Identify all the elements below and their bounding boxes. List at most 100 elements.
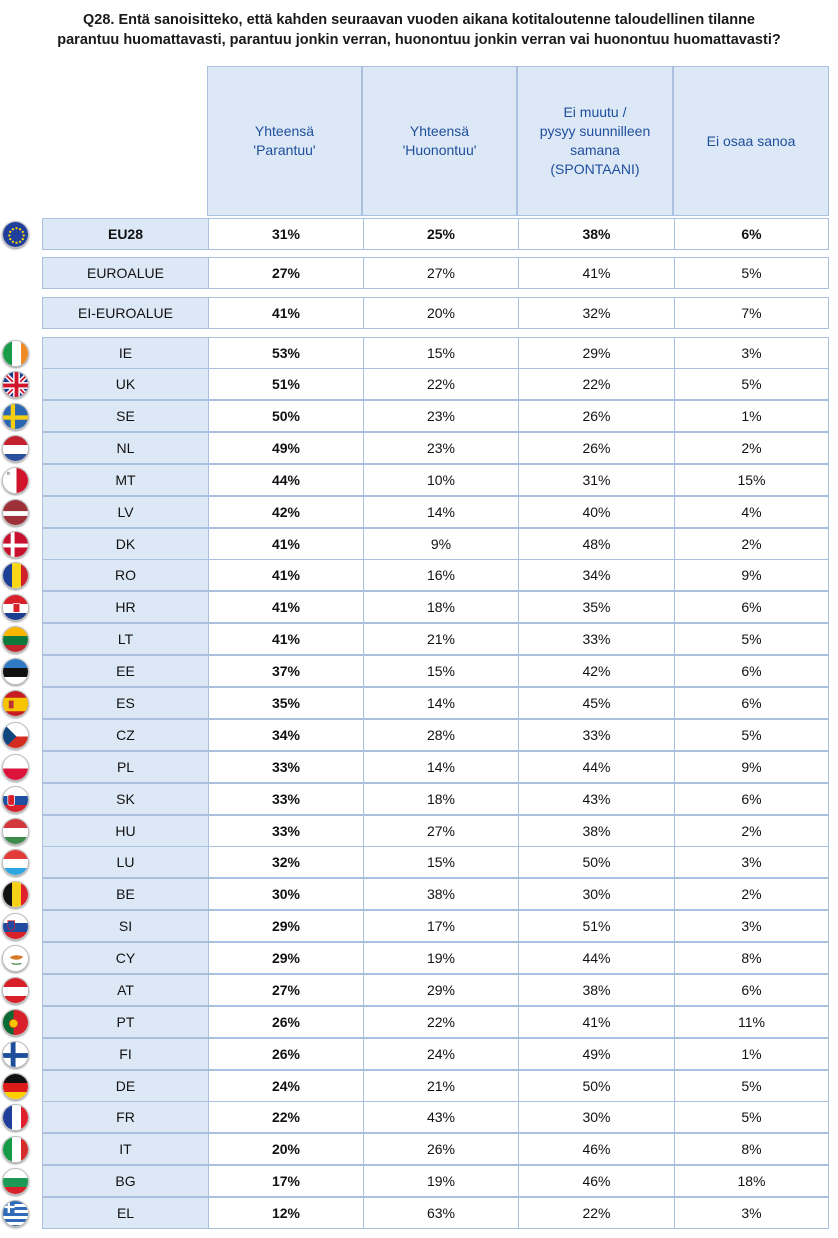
row-label: MT [43, 465, 208, 495]
row-label: UK [43, 369, 208, 399]
dk-flag-icon [2, 530, 29, 558]
value-cell: 10% [363, 465, 518, 495]
value-cell: 9% [674, 752, 828, 782]
mt-flag-icon [2, 466, 29, 494]
value-cell: 5% [674, 1071, 828, 1101]
value-cell: 14% [363, 497, 518, 527]
value-cell: 6% [674, 656, 828, 686]
table-row: FR 22% 43% 30% 5% [42, 1101, 829, 1133]
value-cell: 3% [674, 847, 828, 877]
value-cell: 2% [674, 816, 828, 846]
table-row: PL 33% 14% 44% 9% [42, 751, 829, 783]
row-label: EUROALUE [43, 258, 208, 288]
value-cell: 6% [674, 688, 828, 718]
be-flag-icon [2, 880, 29, 908]
row-label: HU [43, 816, 208, 846]
row-label: LU [43, 847, 208, 877]
table-row: BG 17% 19% 46% 18% [42, 1165, 829, 1197]
value-cell: 12% [208, 1198, 363, 1228]
value-cell: 42% [518, 656, 674, 686]
uk-flag-icon [2, 370, 29, 398]
value-cell: 30% [518, 879, 674, 909]
row-label: AT [43, 975, 208, 1005]
table-row: EL 12% 63% 22% 3% [42, 1197, 829, 1229]
lv-flag-icon [2, 498, 29, 526]
table-row: EE 37% 15% 42% 6% [42, 655, 829, 687]
value-cell: 27% [363, 258, 518, 288]
de-flag-icon [2, 1072, 29, 1100]
value-cell: 31% [208, 219, 363, 249]
value-cell: 18% [674, 1166, 828, 1196]
value-cell: 31% [518, 465, 674, 495]
column-header-line: pysyy suunnilleen [539, 123, 651, 139]
column-header-line: (SPONTAANI) [550, 161, 640, 177]
row-label: SE [43, 401, 208, 431]
row-label: IE [43, 338, 208, 368]
row-label: RO [43, 560, 208, 590]
value-cell: 5% [674, 1102, 828, 1132]
value-cell: 20% [363, 298, 518, 328]
value-cell: 41% [208, 529, 363, 559]
row-label: EE [43, 656, 208, 686]
value-cell: 8% [674, 943, 828, 973]
table-row: MT 44% 10% 31% 15% [42, 464, 829, 496]
row-label: DE [43, 1071, 208, 1101]
value-cell: 27% [363, 816, 518, 846]
value-cell: 50% [518, 1071, 674, 1101]
value-cell: 27% [208, 258, 363, 288]
value-cell: 6% [674, 975, 828, 1005]
value-cell: 46% [518, 1166, 674, 1196]
row-label: CY [43, 943, 208, 973]
lt-flag-icon [2, 625, 29, 653]
row-label: LV [43, 497, 208, 527]
value-cell: 9% [363, 529, 518, 559]
value-cell: 26% [208, 1007, 363, 1037]
table-row: RO 41% 16% 34% 9% [42, 559, 829, 591]
value-cell: 22% [518, 1198, 674, 1228]
value-cell: 22% [518, 369, 674, 399]
hr-flag-icon [2, 593, 29, 621]
value-cell: 38% [518, 219, 674, 249]
ie-flag-icon [2, 339, 29, 367]
pt-flag-icon [2, 1008, 29, 1036]
value-cell: 41% [208, 560, 363, 590]
value-cell: 3% [674, 338, 828, 368]
value-cell: 17% [208, 1166, 363, 1196]
value-cell: 50% [518, 847, 674, 877]
value-cell: 2% [674, 879, 828, 909]
value-cell: 29% [208, 911, 363, 941]
value-cell: 33% [518, 624, 674, 654]
table-row: CZ 34% 28% 33% 5% [42, 719, 829, 751]
table-row: SE 50% 23% 26% 1% [42, 400, 829, 432]
value-cell: 22% [363, 369, 518, 399]
column-header-line: 'Parantuu' [253, 142, 316, 158]
value-cell: 63% [363, 1198, 518, 1228]
value-cell: 1% [674, 401, 828, 431]
row-label: EI-EUROALUE [43, 298, 208, 328]
value-cell: 32% [518, 298, 674, 328]
lu-flag-icon [2, 848, 29, 876]
value-cell: 1% [674, 1039, 828, 1069]
value-cell: 6% [674, 219, 828, 249]
row-label: CZ [43, 720, 208, 750]
table-row: AT 27% 29% 38% 6% [42, 974, 829, 1006]
table-row: BE 30% 38% 30% 2% [42, 878, 829, 910]
value-cell: 3% [674, 911, 828, 941]
table-row: HU 33% 27% 38% 2% [42, 815, 829, 847]
el-flag-icon [2, 1199, 29, 1227]
value-cell: 18% [363, 592, 518, 622]
row-label: FI [43, 1039, 208, 1069]
table-row: SI 29% 17% 51% 3% [42, 910, 829, 942]
at-flag-icon [2, 976, 29, 1004]
table-row: IE 53% 15% 29% 3% [42, 337, 829, 369]
value-cell: 33% [208, 784, 363, 814]
value-cell: 6% [674, 784, 828, 814]
value-cell: 46% [518, 1134, 674, 1164]
value-cell: 15% [363, 847, 518, 877]
value-cell: 19% [363, 1166, 518, 1196]
cy-flag-icon [2, 944, 29, 972]
value-cell: 43% [518, 784, 674, 814]
row-label: BE [43, 879, 208, 909]
value-cell: 33% [208, 816, 363, 846]
table-row: EI-EUROALUE 41% 20% 32% 7% [42, 297, 829, 329]
